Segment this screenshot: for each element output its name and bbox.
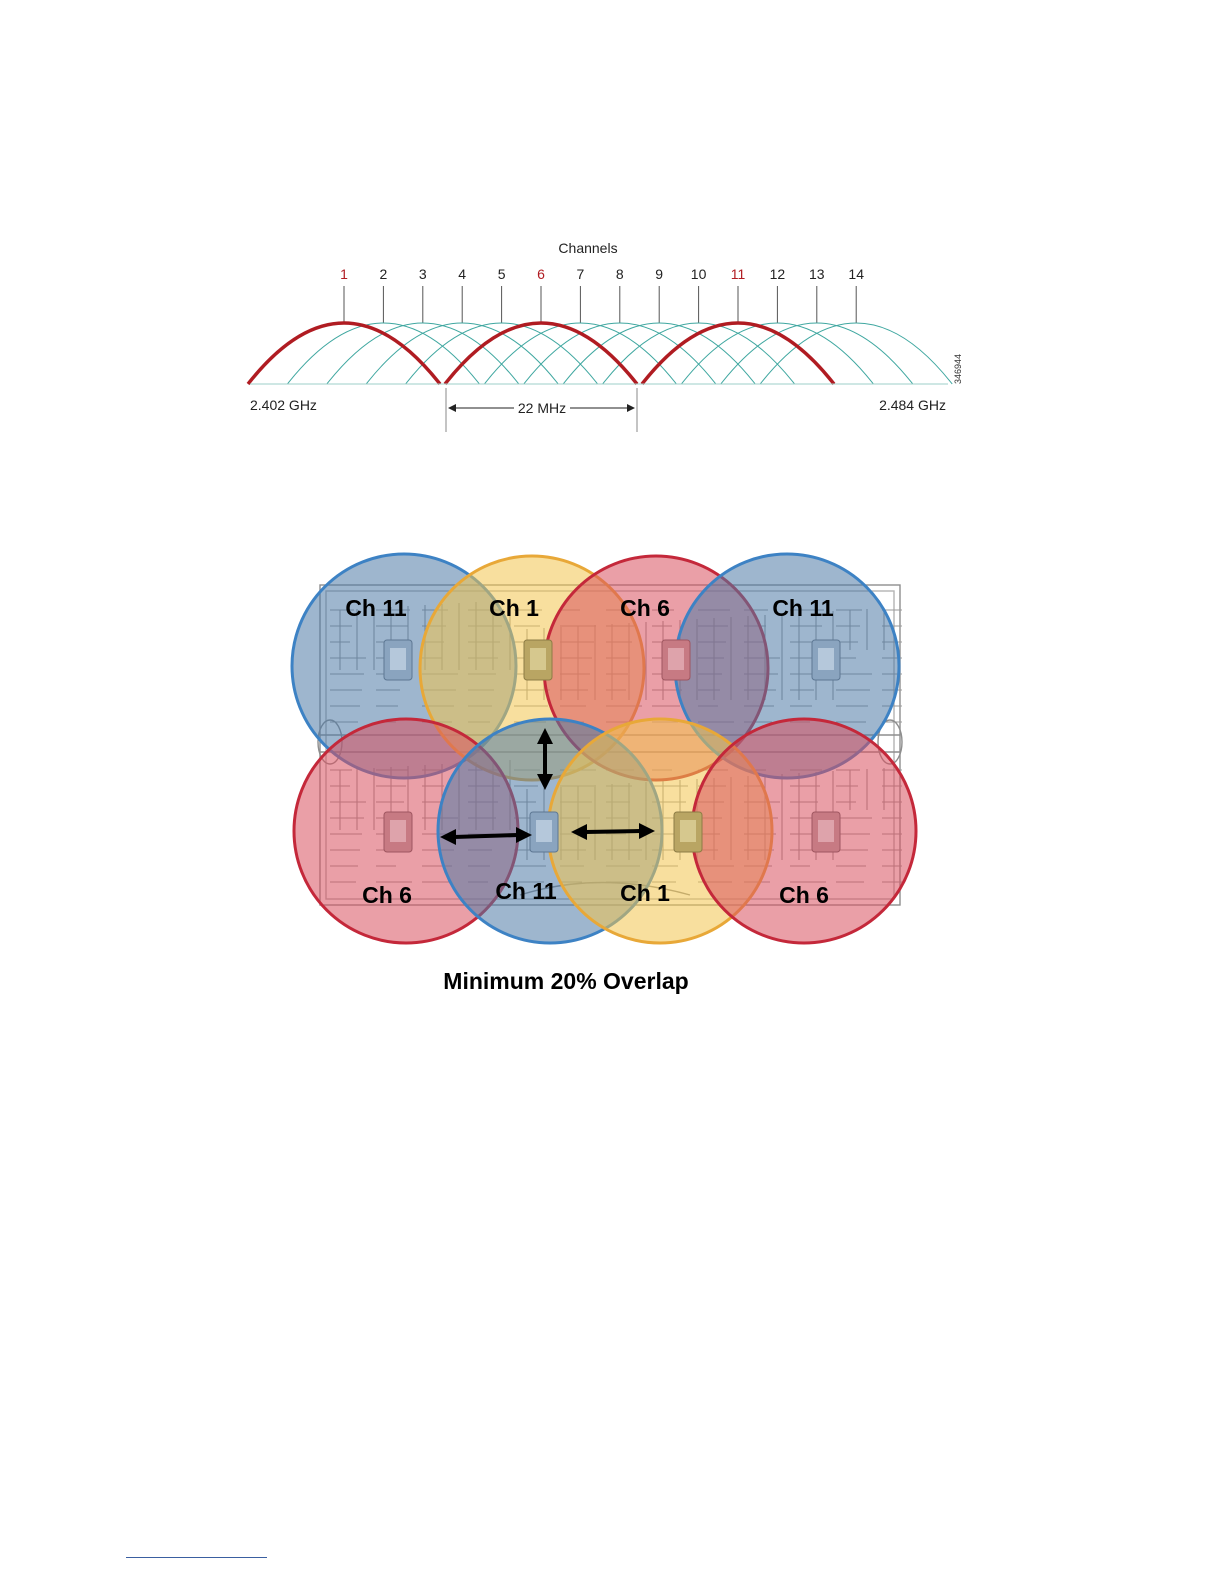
channel-label: 13 [809,266,825,282]
channel-arc [287,322,480,385]
low-frequency-label: 2.402 GHz [250,397,317,413]
channel-arc [759,322,953,385]
channel-spectrum-diagram: Channels 1 2 3 4 5 6 7 8 9 10 11 12 13 14 2.402 GHz 2… [246,240,963,432]
access-point-icon [661,639,691,681]
arrowhead-left-icon [448,404,456,412]
channel-arc-highlighted [443,321,639,386]
horizontal-overlap-arrow-right [571,823,655,840]
cell-label: Ch 1 [489,595,539,621]
vertical-overlap-arrow [537,728,553,790]
access-point-icon [529,811,559,853]
cell-label: Ch 6 [779,882,829,908]
channel-label: 7 [577,266,585,282]
access-point-icon [811,639,841,681]
access-point-icon [523,639,553,681]
channel-arc [523,322,717,385]
access-point-icon [383,811,413,853]
channel-label: 5 [498,266,506,282]
cell-labels: Ch 11 Ch 1 Ch 6 Ch 11 Ch 6 Ch 11 Ch 1 Ch… [345,595,834,908]
cell-label: Ch 6 [362,882,412,908]
overlap-arrows [440,728,655,845]
channel-label: 11 [731,266,746,282]
cell-label: Ch 1 [620,880,670,906]
channel-arc [326,322,520,385]
access-points [383,639,841,853]
access-point-icon [383,639,413,681]
coverage-cell-red [690,717,918,945]
cell-label: Ch 11 [772,595,834,621]
channel-label: 9 [655,266,663,282]
access-point-icon [673,811,703,853]
cell-label: Ch 11 [345,595,407,621]
channel-arc [681,322,874,385]
channel-arc-highlighted [640,321,836,386]
cell-label: Ch 11 [495,878,557,904]
horizontal-overlap-arrow-left [440,827,532,845]
arrowhead-right-icon [627,404,635,412]
channel-label: 3 [419,266,427,282]
figure-id: 346944 [953,354,963,384]
footnote-separator [126,1557,267,1558]
channel-arc-highlighted [246,321,442,386]
channel-label: 14 [848,266,864,282]
channel-arc [602,322,795,385]
channel-arc [365,322,559,385]
channel-label: 1 [340,266,348,282]
overlap-caption: Minimum 20% Overlap [443,968,688,994]
channel-arc [405,322,598,385]
bandwidth-label: 22 MHz [518,400,566,416]
channel-label: 10 [691,266,707,282]
channel-label: 8 [616,266,624,282]
channel-label: 12 [770,266,786,282]
channel-arc [484,322,677,385]
cell-overlap-diagram: Ch 11 Ch 1 Ch 6 Ch 11 Ch 6 Ch 11 Ch 1 Ch… [290,552,918,994]
access-point-icon [811,811,841,853]
high-frequency-label: 2.484 GHz [879,397,946,413]
channel-label: 4 [458,266,466,282]
cell-label: Ch 6 [620,595,670,621]
channel-arc [562,322,756,385]
channel-center-ticks [343,286,857,323]
channel-label: 6 [537,266,545,282]
channel-arc [720,322,914,385]
channel-label: 2 [380,266,388,282]
channel-arcs [246,321,953,386]
channel-number-labels: 1 2 3 4 5 6 7 8 9 10 11 12 13 14 [340,266,864,282]
channels-title: Channels [558,240,617,256]
